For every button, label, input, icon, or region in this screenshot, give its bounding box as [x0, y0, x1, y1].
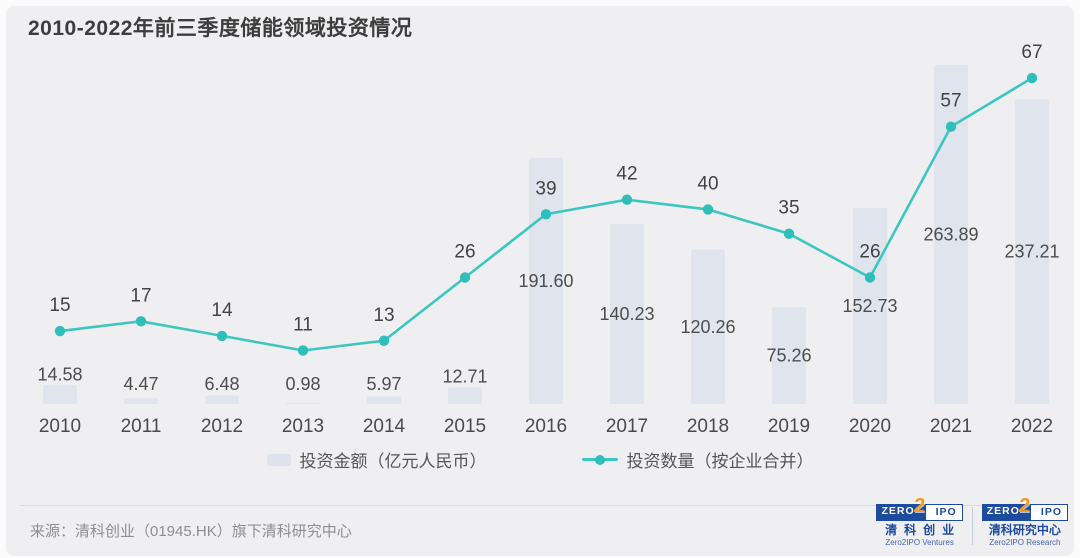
- logo-cn-name: 清科研究中心: [988, 523, 1061, 537]
- year-label-2015: 2015: [444, 416, 486, 437]
- amount-label-2016: 191.60: [518, 271, 573, 291]
- amount-label-2020: 152.73: [842, 296, 897, 316]
- line-point-2021: [945, 121, 957, 132]
- amount-label-2017: 140.23: [599, 304, 654, 324]
- count-label-2014: 13: [373, 305, 394, 326]
- source-text: 来源：清科创业（01945.HK）旗下清科研究中心: [30, 523, 352, 540]
- amount-label-2012: 6.48: [204, 374, 239, 394]
- amount-label-2014: 5.97: [366, 374, 401, 394]
- year-label-2021: 2021: [930, 416, 972, 437]
- bar-2012: [205, 395, 239, 404]
- amount-label-2010: 14.58: [37, 364, 82, 384]
- badge-zero-text: ZERO: [981, 504, 1030, 521]
- bar-2020: [853, 207, 887, 404]
- bar-2017: [610, 223, 644, 404]
- count-label-2013: 11: [293, 314, 313, 335]
- amount-label-2013: 0.98: [285, 374, 320, 394]
- bar-2011: [124, 398, 158, 404]
- count-label-2018: 40: [697, 173, 718, 194]
- logo-en-name: Zero2IPO Ventures: [885, 538, 954, 547]
- brand-logos: ZERO 2 IPO 清科创业 Zero2IPO Ventures ZERO 2…: [876, 495, 1068, 547]
- bar-2015: [448, 387, 482, 404]
- count-label-2019: 35: [778, 198, 799, 219]
- count-label-2015: 26: [454, 242, 475, 263]
- logo-zero2ipo-ventures: ZERO 2 IPO 清科创业 Zero2IPO Ventures: [876, 495, 963, 547]
- count-label-2016: 39: [535, 178, 556, 199]
- legend-label-amount: 投资金额（亿元人民币）: [299, 452, 487, 471]
- badge-ipo-text: IPO: [924, 504, 963, 521]
- logo-cn-name: 清科创业: [885, 523, 962, 537]
- line-point-2016: [540, 209, 552, 220]
- bar-2021: [934, 65, 968, 404]
- bar-2010: [43, 385, 77, 404]
- logo-zero2ipo-research: ZERO 2 IPO 清科研究中心 Zero2IPO Research: [981, 495, 1068, 547]
- count-label-2017: 42: [616, 164, 637, 185]
- legend-label-count: 投资数量（按企业合并）: [626, 452, 814, 471]
- bar-2014: [367, 396, 401, 404]
- count-label-2020: 26: [859, 242, 880, 263]
- line-point-2011: [135, 316, 147, 327]
- year-label-2013: 2013: [282, 416, 324, 437]
- count-label-2011: 17: [130, 285, 151, 306]
- line-point-2014: [378, 335, 390, 346]
- count-label-2021: 57: [940, 91, 961, 112]
- year-label-2022: 2022: [1011, 416, 1053, 437]
- logo-en-name: Zero2IPO Research: [989, 538, 1061, 547]
- line-point-2015: [459, 272, 471, 283]
- badge-ipo-text: IPO: [1029, 504, 1068, 521]
- year-label-2010: 2010: [39, 416, 81, 437]
- bar-2018: [691, 249, 725, 404]
- footer-divider: [20, 505, 1060, 506]
- bar-2013: [286, 402, 320, 404]
- bar-2022: [1015, 99, 1049, 404]
- year-label-2018: 2018: [687, 416, 729, 437]
- chart-title: 2010-2022年前三季度储能领域投资情况: [28, 17, 413, 40]
- count-label-2012: 14: [211, 300, 233, 321]
- year-label-2020: 2020: [849, 416, 891, 437]
- count-label-2010: 15: [49, 295, 70, 316]
- badge-two-text: 2: [912, 495, 926, 517]
- amount-label-2021: 263.89: [923, 225, 978, 245]
- amount-label-2018: 120.26: [680, 317, 735, 337]
- line-dot-icon: [594, 454, 605, 465]
- bar-2019: [772, 307, 806, 404]
- line-point-2010: [54, 325, 66, 337]
- zero2ipo-badge-icon: ZERO 2 IPO: [981, 495, 1068, 521]
- line-point-2017: [621, 194, 633, 205]
- year-label-2014: 2014: [363, 416, 406, 437]
- year-label-2012: 2012: [201, 416, 243, 437]
- year-label-2016: 2016: [525, 416, 567, 437]
- amount-label-2019: 75.26: [766, 346, 811, 366]
- line-point-2020: [864, 272, 876, 283]
- bar-series-swatch-icon: [266, 453, 291, 466]
- year-label-2011: 2011: [121, 416, 162, 437]
- badge-zero-text: ZERO: [876, 504, 925, 521]
- year-label-2017: 2017: [606, 416, 648, 437]
- badge-two-text: 2: [1017, 495, 1032, 517]
- line-point-2022: [1026, 72, 1038, 84]
- amount-label-2022: 237.21: [1004, 242, 1059, 262]
- chart-legend: 投资金额（亿元人民币） 投资数量（按企业合并）: [0, 447, 1080, 472]
- line-series-swatch-icon: [581, 454, 618, 465]
- line-point-2012: [216, 330, 228, 342]
- line-point-2013: [297, 345, 309, 356]
- line-point-2019: [783, 228, 795, 239]
- zero2ipo-badge-icon: ZERO 2 IPO: [876, 495, 963, 521]
- line-point-2018: [702, 204, 714, 215]
- amount-label-2011: 4.47: [123, 374, 158, 394]
- legend-item-amount: 投资金额（亿元人民币）: [266, 447, 487, 472]
- amount-label-2015: 12.71: [442, 367, 487, 387]
- year-label-2019: 2019: [768, 416, 810, 437]
- logo-divider: [971, 506, 973, 545]
- legend-item-count: 投资数量（按企业合并）: [581, 447, 814, 472]
- count-label-2022: 67: [1021, 42, 1042, 63]
